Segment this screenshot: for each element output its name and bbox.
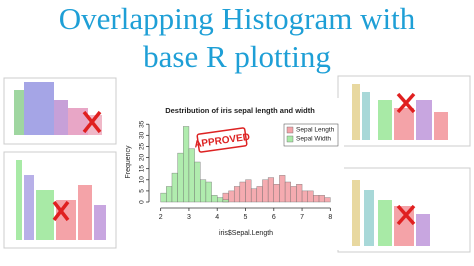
bar <box>262 179 269 203</box>
y-tick-label: 25 <box>139 142 146 150</box>
thumb-right-top <box>337 75 471 147</box>
x-tick-label: 3 <box>187 214 191 221</box>
bar <box>324 197 331 203</box>
y-tick-label: 10 <box>139 176 146 184</box>
y-tick-label: 15 <box>139 165 146 173</box>
chart-panel <box>118 98 344 250</box>
bar <box>194 161 201 203</box>
bar <box>307 190 314 203</box>
bar <box>279 175 286 203</box>
y-axis-label: Frequency <box>125 145 132 179</box>
title-line: Overlapping Histogram with <box>59 1 416 36</box>
bar <box>222 199 229 203</box>
bar <box>301 190 308 203</box>
legend-swatch <box>286 135 294 143</box>
legend-box <box>283 123 339 147</box>
bar <box>205 181 212 203</box>
bar <box>313 195 320 203</box>
bar <box>166 186 173 203</box>
y-tick-label: 30 <box>139 131 146 139</box>
bar <box>217 197 224 203</box>
x-tick-label: 5 <box>244 214 248 221</box>
legend-label: Sepal Width <box>296 136 331 143</box>
bar <box>239 181 246 203</box>
bar <box>273 184 280 203</box>
bar <box>177 152 184 203</box>
bar <box>284 181 291 203</box>
chart-title: Destribution of iris sepal length and wi… <box>165 106 315 115</box>
x-tick-label: 4 <box>215 214 219 221</box>
bar <box>318 195 325 203</box>
bar <box>250 188 258 203</box>
bar <box>160 192 167 203</box>
bar <box>171 172 178 203</box>
x-tick-label: 6 <box>272 214 276 221</box>
thumb-left-bottom <box>3 151 117 249</box>
legend-swatch <box>286 126 294 134</box>
x-tick-label: 8 <box>328 214 332 221</box>
y-tick-label: 20 <box>139 154 146 162</box>
bar <box>233 186 241 203</box>
bar <box>183 126 190 203</box>
x-tick-label: 7 <box>300 214 304 221</box>
bar <box>290 186 297 203</box>
bar <box>256 186 263 203</box>
x-tick-label: 2 <box>159 214 163 221</box>
y-tick-label: 35 <box>139 120 146 128</box>
thumb-left-top <box>3 77 117 145</box>
y-tick-label: 0 <box>139 200 146 204</box>
y-tick-label: 5 <box>139 189 146 193</box>
thumb-right-bottom <box>337 167 471 253</box>
legend-label: Sepal Length <box>296 127 335 134</box>
x-axis-label: iris$Sepal.Length <box>219 230 273 237</box>
bar <box>296 184 303 203</box>
bar <box>188 148 195 203</box>
bar <box>245 179 252 203</box>
bar <box>200 179 207 203</box>
bar <box>228 190 235 203</box>
bar <box>267 177 274 203</box>
bar <box>211 195 218 203</box>
title-line: base R plotting <box>143 39 331 74</box>
